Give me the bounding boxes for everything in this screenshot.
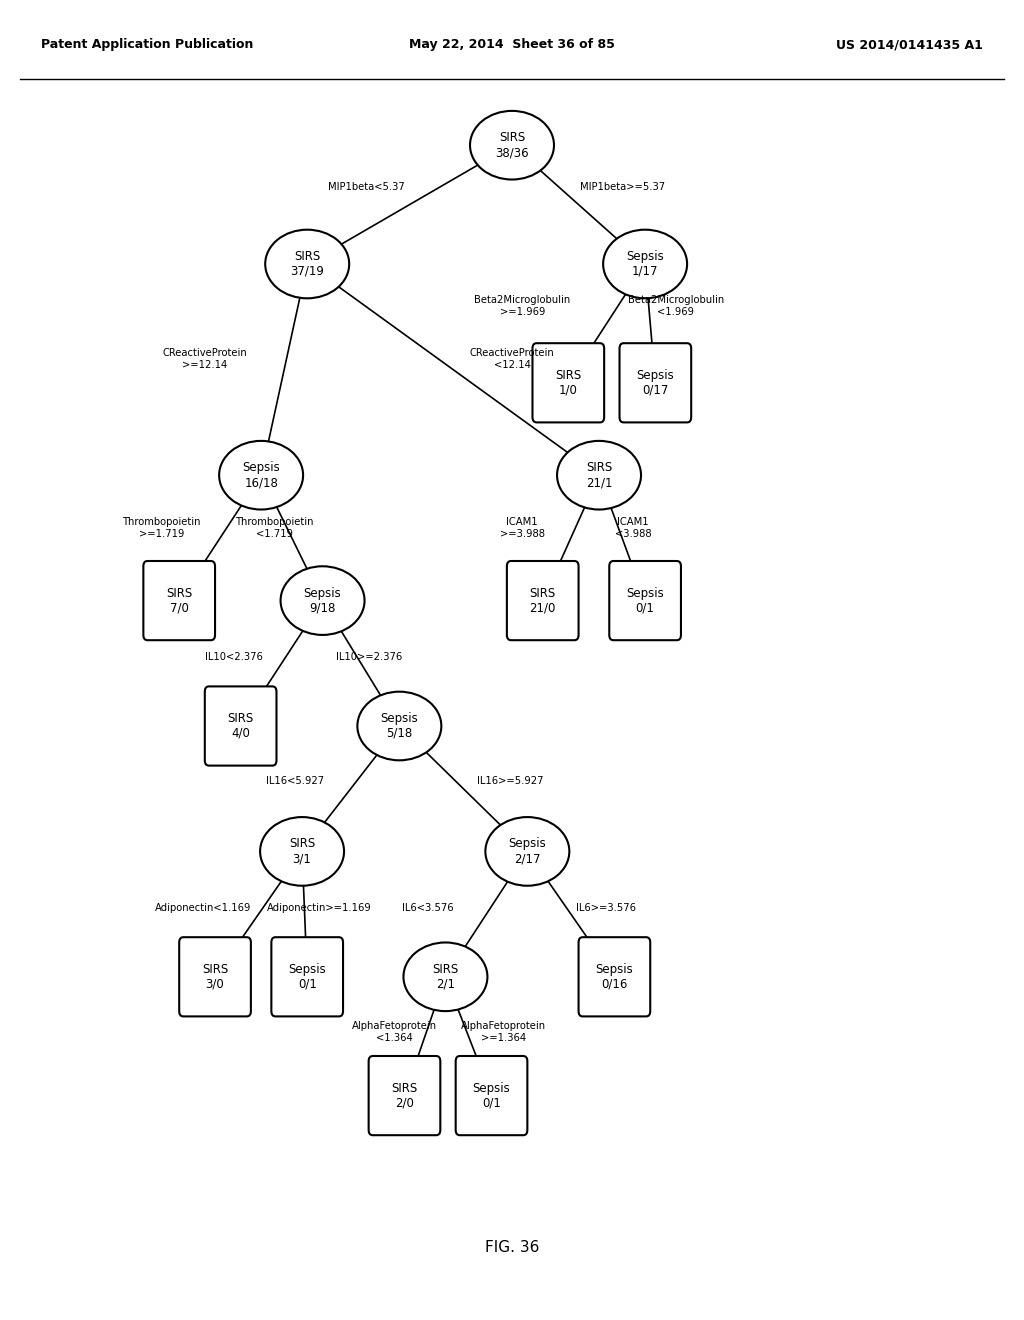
- Text: MIP1beta<5.37: MIP1beta<5.37: [329, 182, 404, 193]
- Text: CReactiveProtein
<12.14: CReactiveProtein <12.14: [470, 348, 554, 370]
- Ellipse shape: [357, 692, 441, 760]
- Ellipse shape: [470, 111, 554, 180]
- Text: IL10>=2.376: IL10>=2.376: [336, 652, 401, 663]
- Text: IL6<3.576: IL6<3.576: [402, 903, 454, 913]
- Text: AlphaFetoprotein
<1.364: AlphaFetoprotein <1.364: [351, 1022, 437, 1043]
- Text: Sepsis
1/17: Sepsis 1/17: [627, 249, 664, 279]
- Text: AlphaFetoprotein
>=1.364: AlphaFetoprotein >=1.364: [461, 1022, 547, 1043]
- Text: FIG. 36: FIG. 36: [484, 1239, 540, 1255]
- Ellipse shape: [557, 441, 641, 510]
- Ellipse shape: [281, 566, 365, 635]
- FancyBboxPatch shape: [143, 561, 215, 640]
- Text: SIRS
38/36: SIRS 38/36: [496, 131, 528, 160]
- Text: SIRS
21/0: SIRS 21/0: [529, 586, 556, 615]
- Ellipse shape: [603, 230, 687, 298]
- Ellipse shape: [260, 817, 344, 886]
- Ellipse shape: [403, 942, 487, 1011]
- Text: SIRS
2/1: SIRS 2/1: [432, 962, 459, 991]
- Text: SIRS
2/0: SIRS 2/0: [391, 1081, 418, 1110]
- Text: IL16>=5.927: IL16>=5.927: [477, 776, 543, 787]
- FancyBboxPatch shape: [609, 561, 681, 640]
- Ellipse shape: [265, 230, 349, 298]
- Text: Adiponectin>=1.169: Adiponectin>=1.169: [267, 903, 372, 913]
- FancyBboxPatch shape: [620, 343, 691, 422]
- Text: Sepsis
0/1: Sepsis 0/1: [289, 962, 326, 991]
- Text: Sepsis
0/1: Sepsis 0/1: [473, 1081, 510, 1110]
- Text: US 2014/0141435 A1: US 2014/0141435 A1: [837, 38, 983, 51]
- Text: Thrombopoietin
>=1.719: Thrombopoietin >=1.719: [123, 517, 201, 539]
- FancyBboxPatch shape: [271, 937, 343, 1016]
- Text: SIRS
21/1: SIRS 21/1: [586, 461, 612, 490]
- Text: Sepsis
0/17: Sepsis 0/17: [637, 368, 674, 397]
- FancyBboxPatch shape: [179, 937, 251, 1016]
- Text: Patent Application Publication: Patent Application Publication: [41, 38, 253, 51]
- Text: Sepsis
5/18: Sepsis 5/18: [381, 711, 418, 741]
- Text: Sepsis
16/18: Sepsis 16/18: [243, 461, 280, 490]
- Text: IL6>=3.576: IL6>=3.576: [577, 903, 636, 913]
- FancyBboxPatch shape: [507, 561, 579, 640]
- Text: SIRS
1/0: SIRS 1/0: [555, 368, 582, 397]
- Text: IL10<2.376: IL10<2.376: [205, 652, 262, 663]
- Text: SIRS
4/0: SIRS 4/0: [227, 711, 254, 741]
- Text: MIP1beta>=5.37: MIP1beta>=5.37: [580, 182, 666, 193]
- FancyBboxPatch shape: [369, 1056, 440, 1135]
- Text: May 22, 2014  Sheet 36 of 85: May 22, 2014 Sheet 36 of 85: [409, 38, 615, 51]
- FancyBboxPatch shape: [456, 1056, 527, 1135]
- Ellipse shape: [485, 817, 569, 886]
- Ellipse shape: [219, 441, 303, 510]
- Text: Adiponectin<1.169: Adiponectin<1.169: [155, 903, 251, 913]
- Text: Sepsis
0/16: Sepsis 0/16: [596, 962, 633, 991]
- Text: Sepsis
0/1: Sepsis 0/1: [627, 586, 664, 615]
- Text: CReactiveProtein
>=12.14: CReactiveProtein >=12.14: [163, 348, 247, 370]
- Text: SIRS
7/0: SIRS 7/0: [166, 586, 193, 615]
- FancyBboxPatch shape: [532, 343, 604, 422]
- Text: Thrombopoietin
<1.719: Thrombopoietin <1.719: [236, 517, 313, 539]
- FancyBboxPatch shape: [579, 937, 650, 1016]
- Text: ICAM1
<3.988: ICAM1 <3.988: [614, 517, 651, 539]
- FancyBboxPatch shape: [205, 686, 276, 766]
- Text: SIRS
37/19: SIRS 37/19: [290, 249, 325, 279]
- Text: IL16<5.927: IL16<5.927: [266, 776, 324, 787]
- Text: SIRS
3/1: SIRS 3/1: [289, 837, 315, 866]
- Text: Sepsis
2/17: Sepsis 2/17: [509, 837, 546, 866]
- Text: Beta2Microglobulin
>=1.969: Beta2Microglobulin >=1.969: [474, 296, 570, 317]
- Text: ICAM1
>=3.988: ICAM1 >=3.988: [500, 517, 545, 539]
- Text: Sepsis
9/18: Sepsis 9/18: [304, 586, 341, 615]
- Text: SIRS
3/0: SIRS 3/0: [202, 962, 228, 991]
- Text: Beta2Microglobulin
<1.969: Beta2Microglobulin <1.969: [628, 296, 724, 317]
